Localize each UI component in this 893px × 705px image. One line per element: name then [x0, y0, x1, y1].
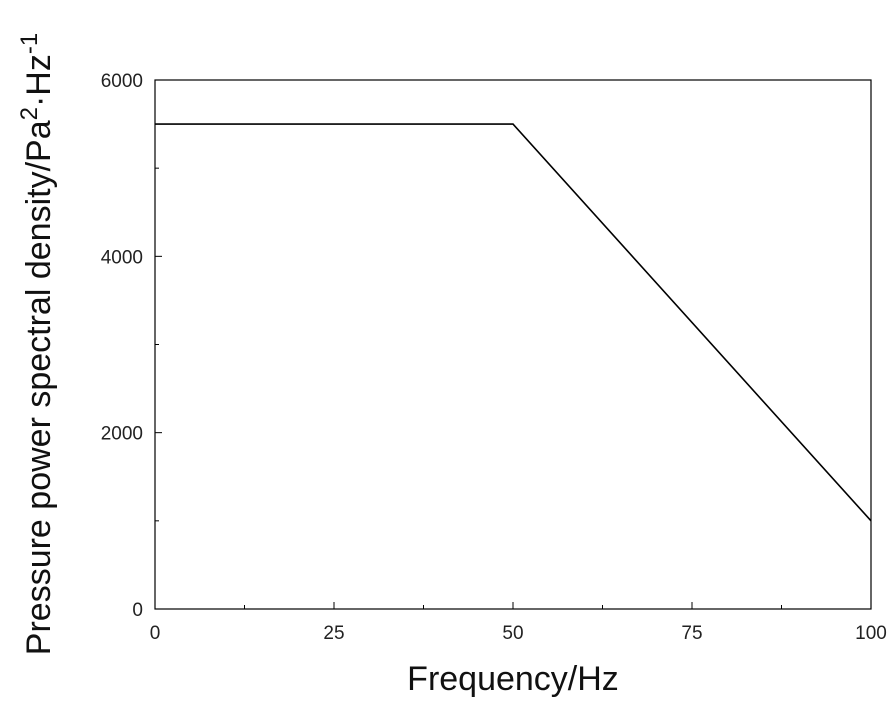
- tick-labels: 0 25 50 75 100 0 2000 4000 6000: [101, 71, 887, 644]
- series-layer: [155, 123, 872, 522]
- y-axis-title-mid: ·Hz: [20, 54, 58, 107]
- y-tick-label: 4000: [101, 247, 143, 268]
- y-axis-title-sup1: 2: [16, 107, 43, 120]
- y-axis-title-base: Pressure power spectral density/Pa: [20, 120, 58, 655]
- y-axis-title: Pressure power spectral density/Pa2·Hz-1: [16, 33, 59, 655]
- x-tick-label: 25: [323, 623, 344, 644]
- axis-ticks: [154, 79, 872, 610]
- plot-frame: [154, 79, 872, 610]
- series-line: [155, 123, 872, 522]
- x-tick-label: 50: [502, 623, 523, 644]
- y-tick-label: 6000: [101, 71, 143, 92]
- x-axis-title: Frequency/Hz: [407, 660, 619, 698]
- y-axis-title-sup2: -1: [16, 33, 43, 54]
- y-tick-label: 0: [132, 600, 143, 621]
- x-tick-label: 100: [855, 623, 887, 644]
- y-tick-label: 2000: [101, 424, 143, 445]
- x-tick-label: 0: [150, 623, 161, 644]
- x-tick-label: 75: [681, 623, 702, 644]
